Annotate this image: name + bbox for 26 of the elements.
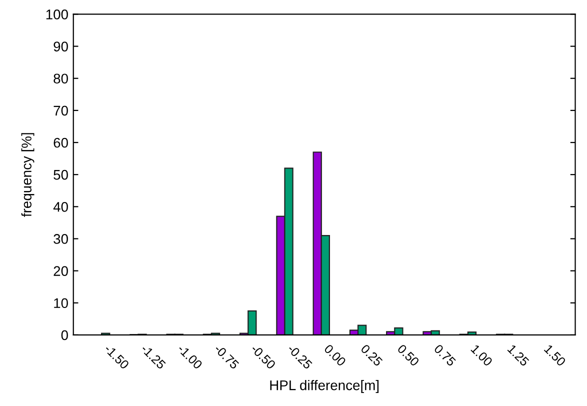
y-tick-label: 70 <box>54 106 68 116</box>
y-tick-label: 80 <box>54 74 68 84</box>
x-tick-label: 1.25 <box>507 344 530 367</box>
y-axis-title: frequency [%] <box>21 133 34 217</box>
x-tick-label: 0.25 <box>360 344 384 367</box>
y-tick-label: 20 <box>54 266 68 276</box>
x-axis-title: HPL difference[m] <box>270 380 379 393</box>
y-tick-label: 40 <box>53 202 68 212</box>
y-tick-label: 90 <box>54 42 68 52</box>
x-tick-label: 1.50 <box>544 344 566 367</box>
x-tick-label: -0.50 <box>250 344 276 370</box>
x-tick-label: 1.00 <box>470 344 493 367</box>
y-tick-label: 100 <box>46 10 68 20</box>
y-tick-label: 0 <box>61 330 68 340</box>
x-tick-label: 0.50 <box>396 344 420 367</box>
y-tick-label: 30 <box>54 234 68 244</box>
y-tick-label: 10 <box>54 298 68 308</box>
x-tick-label: -1.50 <box>104 344 130 370</box>
x-tick-label: -1.25 <box>140 344 166 370</box>
x-tick-label: -0.75 <box>214 344 240 370</box>
y-tick-label: 50 <box>54 170 68 180</box>
x-tick-label: -1.00 <box>177 344 203 370</box>
y-tick-label: 60 <box>54 138 68 148</box>
x-tick-label: 0.75 <box>434 344 456 367</box>
x-tick-label: 0.00 <box>324 344 346 367</box>
x-tick-label: -0.25 <box>287 344 313 370</box>
